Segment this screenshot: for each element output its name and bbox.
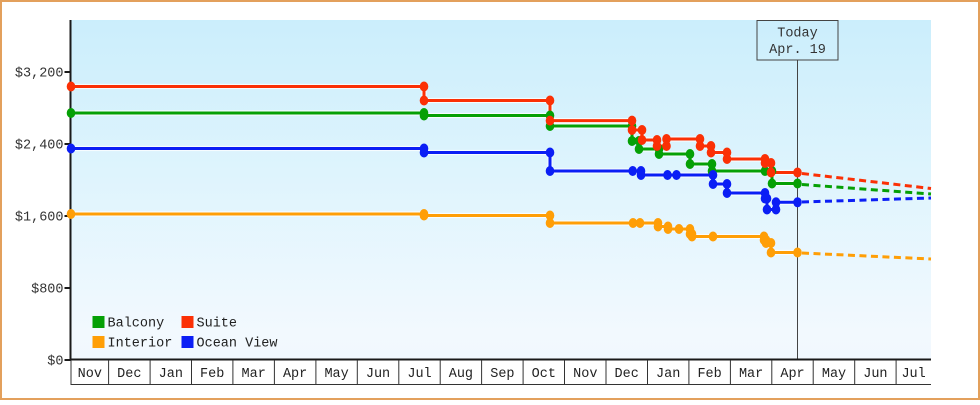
- svg-text:Jan: Jan: [159, 367, 183, 382]
- svg-text:Feb: Feb: [697, 367, 721, 382]
- svg-text:Nov: Nov: [78, 367, 102, 382]
- svg-text:$3,200: $3,200: [15, 67, 64, 82]
- svg-text:Jul: Jul: [407, 367, 431, 382]
- svg-text:Jul: Jul: [901, 367, 925, 382]
- svg-text:May: May: [324, 367, 348, 382]
- svg-text:Today: Today: [777, 27, 818, 42]
- svg-text:Apr: Apr: [780, 367, 804, 382]
- svg-text:Interior: Interior: [108, 337, 173, 352]
- svg-text:Feb: Feb: [200, 367, 224, 382]
- svg-text:Nov: Nov: [573, 367, 597, 382]
- svg-text:Balcony: Balcony: [108, 317, 165, 332]
- svg-text:Apr. 19: Apr. 19: [769, 43, 826, 58]
- svg-text:$800: $800: [31, 283, 63, 298]
- svg-text:Ocean View: Ocean View: [197, 337, 278, 352]
- svg-text:$2,400: $2,400: [15, 139, 64, 154]
- svg-text:Jan: Jan: [656, 367, 680, 382]
- svg-text:$1,600: $1,600: [15, 211, 64, 226]
- svg-text:Dec: Dec: [117, 367, 141, 382]
- svg-text:Dec: Dec: [615, 367, 639, 382]
- svg-text:Mar: Mar: [242, 367, 266, 382]
- svg-text:Oct: Oct: [532, 367, 556, 382]
- svg-text:Suite: Suite: [197, 317, 238, 332]
- svg-text:Sep: Sep: [490, 367, 514, 382]
- svg-text:Aug: Aug: [449, 367, 473, 382]
- svg-text:May: May: [822, 367, 846, 382]
- svg-text:$0: $0: [47, 355, 63, 370]
- svg-text:Jun: Jun: [863, 367, 887, 382]
- svg-text:Jun: Jun: [366, 367, 390, 382]
- svg-text:Mar: Mar: [739, 367, 763, 382]
- svg-text:Apr: Apr: [283, 367, 307, 382]
